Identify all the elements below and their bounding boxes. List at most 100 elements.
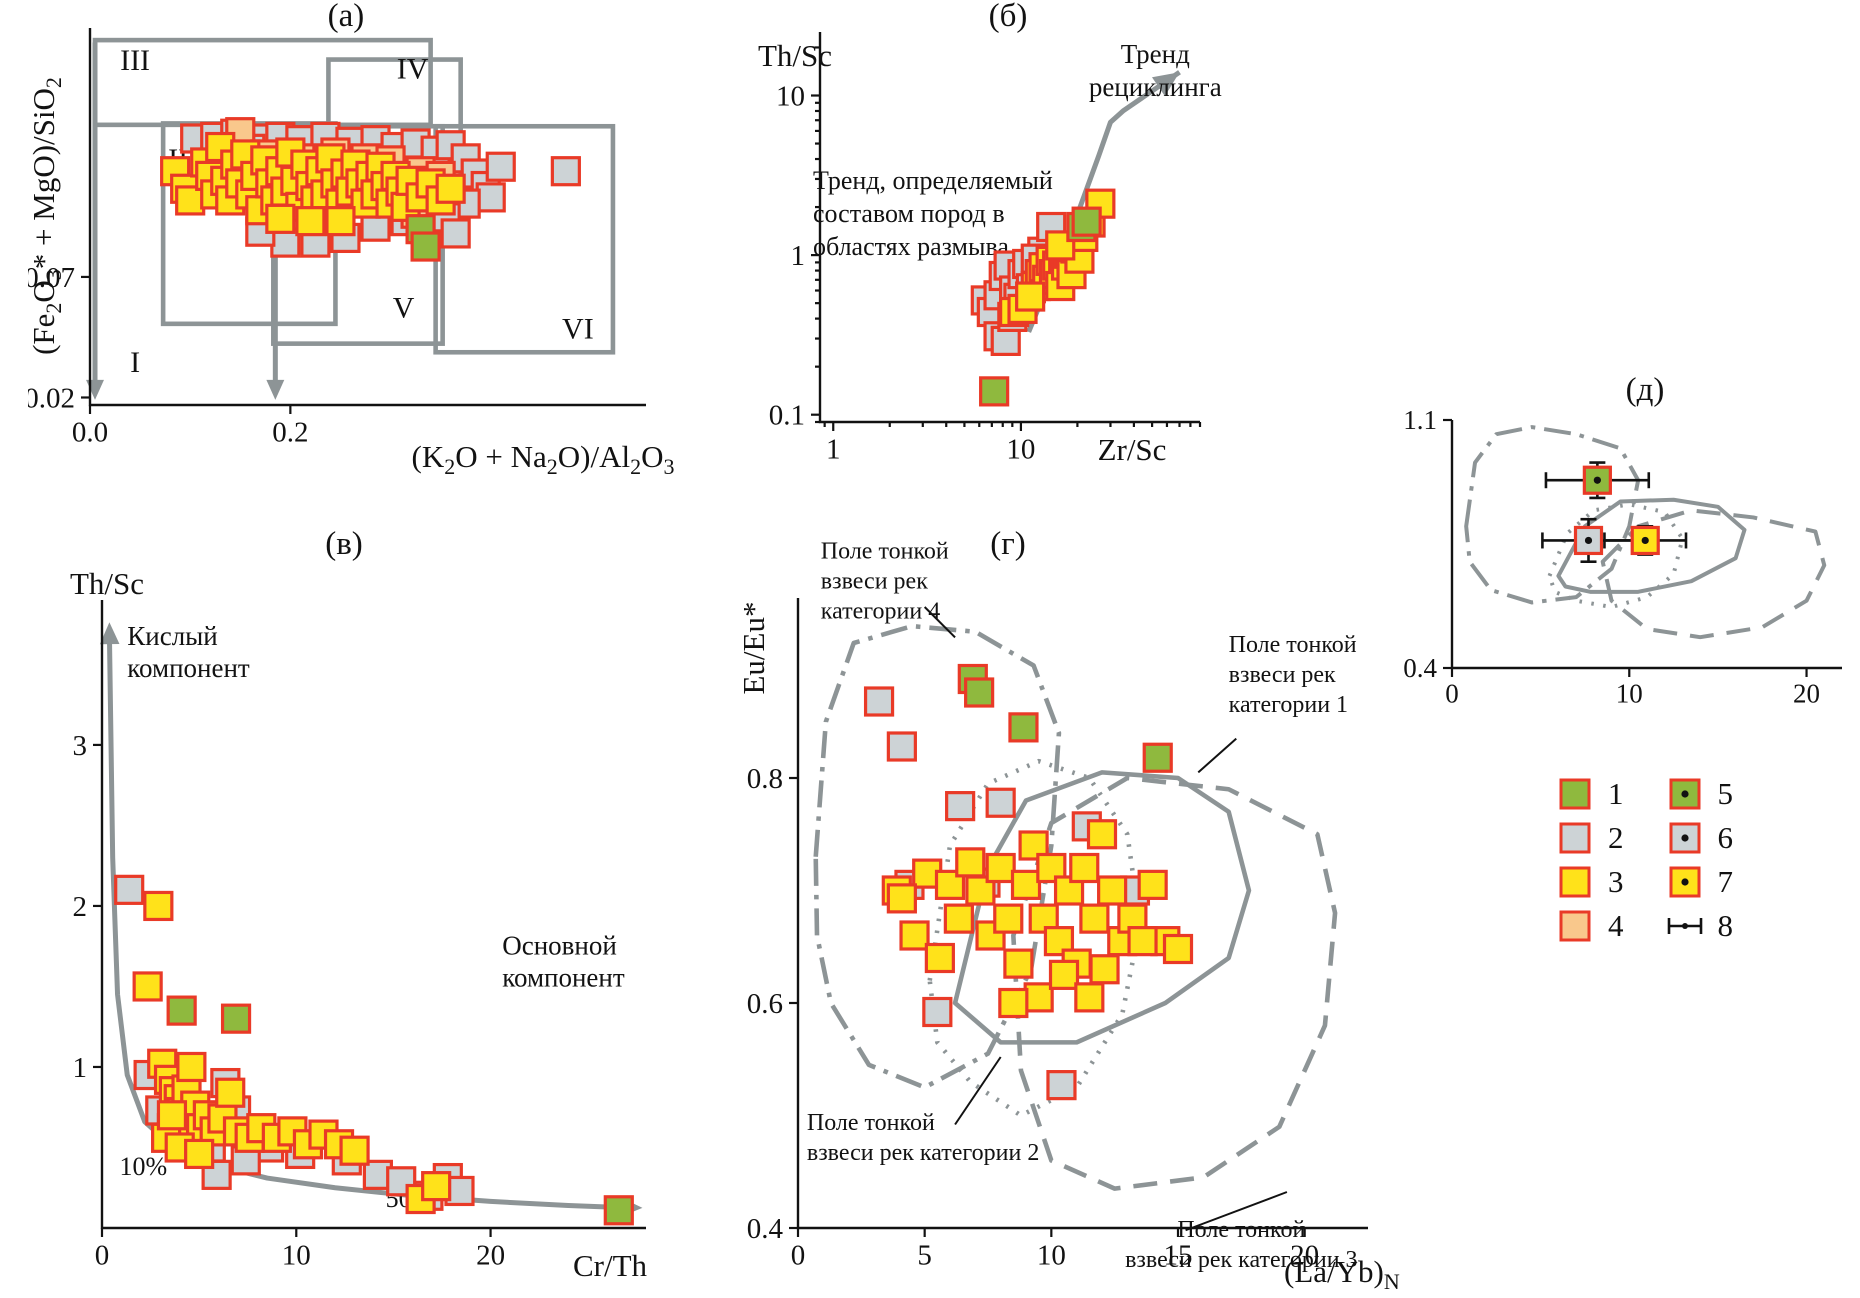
legend-item-number: 5 (1717, 776, 1734, 811)
svg-text:10: 10 (1006, 434, 1035, 466)
svg-text:взвеси рек категории 3: взвеси рек категории 3 (1125, 1247, 1357, 1273)
svg-text:0.1: 0.1 (769, 400, 805, 432)
panel-d-eu-la-yb-inset-diagram: 0 10 20 0.4 1.1 (д) (1388, 372, 1860, 719)
legend-item-number: 2 (1608, 820, 1624, 855)
panel-title: (в) (325, 528, 363, 562)
legend-marker-grey-dot (1669, 822, 1700, 854)
data-point (985, 852, 1016, 884)
svg-text:Поле тонкой: Поле тонкой (1229, 632, 1357, 658)
field-cat1 (952, 770, 1252, 1045)
svg-text:0.0: 0.0 (72, 417, 108, 449)
legend-marker-grey (1559, 822, 1591, 854)
legend-item-3: 3 (1556, 860, 1624, 904)
tick-labels: 0 5 10 15 20 0.4 0.6 0.8 (747, 763, 1319, 1272)
svg-text:10: 10 (282, 1240, 311, 1272)
svg-text:20: 20 (1793, 679, 1820, 709)
y-axis-label: Th/Sc (70, 566, 144, 601)
panel-d-chart: 0 10 20 0.4 1.1 (д) (1403, 372, 1842, 709)
tick-marks (1443, 418, 1808, 677)
legend-item-number: 3 (1608, 864, 1624, 899)
svg-text:0: 0 (95, 1240, 110, 1272)
data-point (1069, 852, 1100, 884)
tick-marks (93, 743, 492, 1237)
svg-text:V: V (393, 291, 415, 324)
data-point (325, 206, 356, 237)
svg-text:10: 10 (1037, 1240, 1066, 1272)
svg-text:взвеси рек: взвеси рек (1229, 662, 1336, 688)
legend-item-5: 5 (1666, 772, 1734, 816)
data-point (1071, 206, 1102, 237)
data-point (1086, 819, 1118, 850)
data-point (964, 677, 995, 708)
data-point (1023, 982, 1054, 1013)
y-axis-label: Th/Sc (758, 38, 832, 73)
data-points (863, 663, 1194, 1101)
tick-labels: 0.0 0.2 0.02 0.07 (24, 262, 308, 449)
legend-marker-yellow-dot (1669, 866, 1700, 898)
panel-v-chart: КислыйкомпонентОсновнойкомпонент10%50%01… (70, 526, 648, 1283)
provenance-annotation: Тренд, определяемый составом пород в облас… (813, 166, 1053, 261)
data-point (475, 182, 506, 213)
data-point (166, 995, 197, 1026)
svg-text:рециклинга: рециклинга (1089, 72, 1222, 102)
tick-labels: 0 10 20 1 2 3 (73, 730, 506, 1272)
data-point (215, 1077, 246, 1108)
panel-b-th-sc-zr-sc-diagram: Тренд рециклинга Тренд, определяемый состав… (748, 0, 1288, 510)
field-cat4 (1464, 425, 1641, 605)
svg-text:3: 3 (73, 730, 88, 762)
legend-marker-yellow (1559, 866, 1591, 898)
data-point (1018, 830, 1049, 861)
svg-text:2: 2 (73, 891, 88, 923)
panel-v-th-sc-cr-th-diagram: КислыйкомпонентОсновнойкомпонент10%50%01… (24, 526, 688, 1298)
svg-text:Тренд: Тренд (1121, 39, 1190, 69)
svg-text:Кислый: Кислый (127, 621, 218, 651)
svg-text:0.4: 0.4 (747, 1213, 784, 1245)
svg-text:1.1: 1.1 (1403, 405, 1437, 435)
legend-item-number: 8 (1717, 908, 1734, 943)
svg-text:Поле тонкой: Поле тонкой (1177, 1217, 1305, 1243)
svg-text:категории 4: категории 4 (821, 599, 940, 625)
svg-text:20: 20 (476, 1240, 505, 1272)
data-point (114, 874, 145, 905)
svg-text:0.8: 0.8 (747, 763, 783, 795)
svg-text:1: 1 (791, 240, 806, 272)
data-point (1097, 875, 1128, 906)
data-point (979, 376, 1010, 407)
x-axis-label: (K2O + Na2O)/Al2O3 (412, 439, 675, 479)
svg-text:взвеси рек категории 2: взвеси рек категории 2 (807, 1140, 1039, 1166)
axes: 0 10 20 0.4 1.1 (1403, 405, 1842, 709)
data-point (176, 1051, 207, 1083)
data-point (1010, 869, 1042, 900)
data-point (295, 206, 326, 237)
axes: 0.0 0.2 0.02 0.07 (24, 28, 646, 449)
data-point (421, 1171, 452, 1202)
legend-item-8: 8 (1666, 904, 1734, 948)
legend-item-number: 1 (1608, 776, 1624, 811)
panel-title: (д) (1626, 376, 1665, 408)
field-cat3 (1011, 775, 1338, 1191)
legend-item-7: 7 (1666, 860, 1733, 904)
legend-item-2: 2 (1556, 816, 1624, 860)
axes: 0 5 10 15 20 0.4 0.6 0.8 (747, 598, 1368, 1272)
svg-text:0: 0 (791, 1240, 806, 1272)
data-point (886, 883, 917, 914)
field-cat1 (1556, 497, 1747, 594)
svg-text:0.2: 0.2 (272, 417, 308, 449)
svg-text:взвеси рек: взвеси рек (821, 569, 928, 595)
y-axis-label: Eu/Eu* (736, 602, 771, 695)
river-suspension-fields (1464, 425, 1827, 640)
panel-title: (а) (328, 0, 365, 34)
data-point (550, 156, 581, 187)
panel-title: (б) (989, 0, 1028, 34)
legend: 1 2 3 4 5 6 7 8 (1556, 772, 1733, 948)
svg-text:10: 10 (776, 80, 805, 112)
legend-marker-green (1559, 778, 1591, 810)
data-points (160, 117, 581, 262)
svg-text:20: 20 (1290, 1240, 1319, 1272)
data-point (603, 1195, 634, 1226)
data-point (899, 920, 930, 951)
legend-item-1: 1 (1556, 772, 1624, 816)
data-point (220, 1003, 252, 1034)
data-point (1048, 959, 1080, 990)
